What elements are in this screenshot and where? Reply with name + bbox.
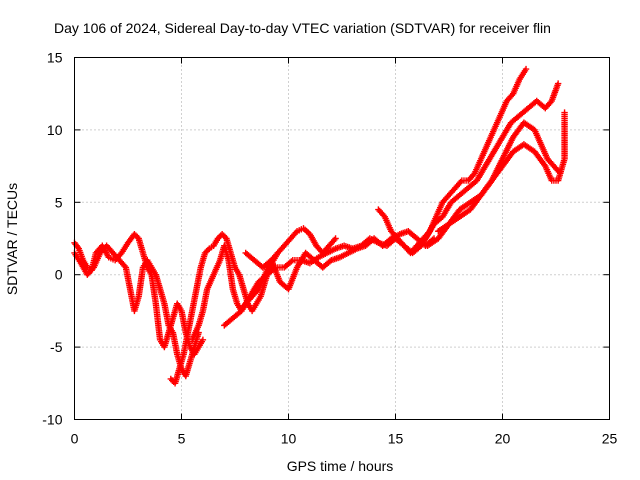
plot-frame <box>74 57 610 420</box>
data-point <box>332 235 339 242</box>
x-tick-label: 25 <box>602 431 618 447</box>
x-axis-title: GPS time / hours <box>287 458 394 474</box>
x-tick-label: 5 <box>178 431 186 447</box>
data-points <box>71 65 568 387</box>
y-tick-label: -5 <box>50 339 63 355</box>
axis-ticks: 0 5 10 15 20 25 -10 -5 0 5 10 15 <box>42 50 617 447</box>
x-tick-label: 10 <box>281 431 297 447</box>
grid-layer <box>74 57 610 420</box>
x-tick-label: 0 <box>71 431 79 447</box>
y-tick-label: -10 <box>42 412 62 428</box>
y-tick-label: 10 <box>47 122 63 138</box>
y-tick-label: 5 <box>55 194 63 210</box>
x-tick-label: 15 <box>388 431 404 447</box>
data-point <box>199 336 207 344</box>
data-point <box>561 109 568 116</box>
data-point <box>554 80 562 87</box>
chart-title: Day 106 of 2024, Sidereal Day-to-day VTE… <box>54 20 551 36</box>
y-tick-label: 0 <box>55 267 63 283</box>
x-tick-label: 20 <box>495 431 511 447</box>
data-point <box>288 258 295 265</box>
data-point <box>522 65 530 73</box>
y-tick-label: 15 <box>47 50 63 66</box>
y-axis-title: SDTVAR / TECUs <box>4 183 20 295</box>
